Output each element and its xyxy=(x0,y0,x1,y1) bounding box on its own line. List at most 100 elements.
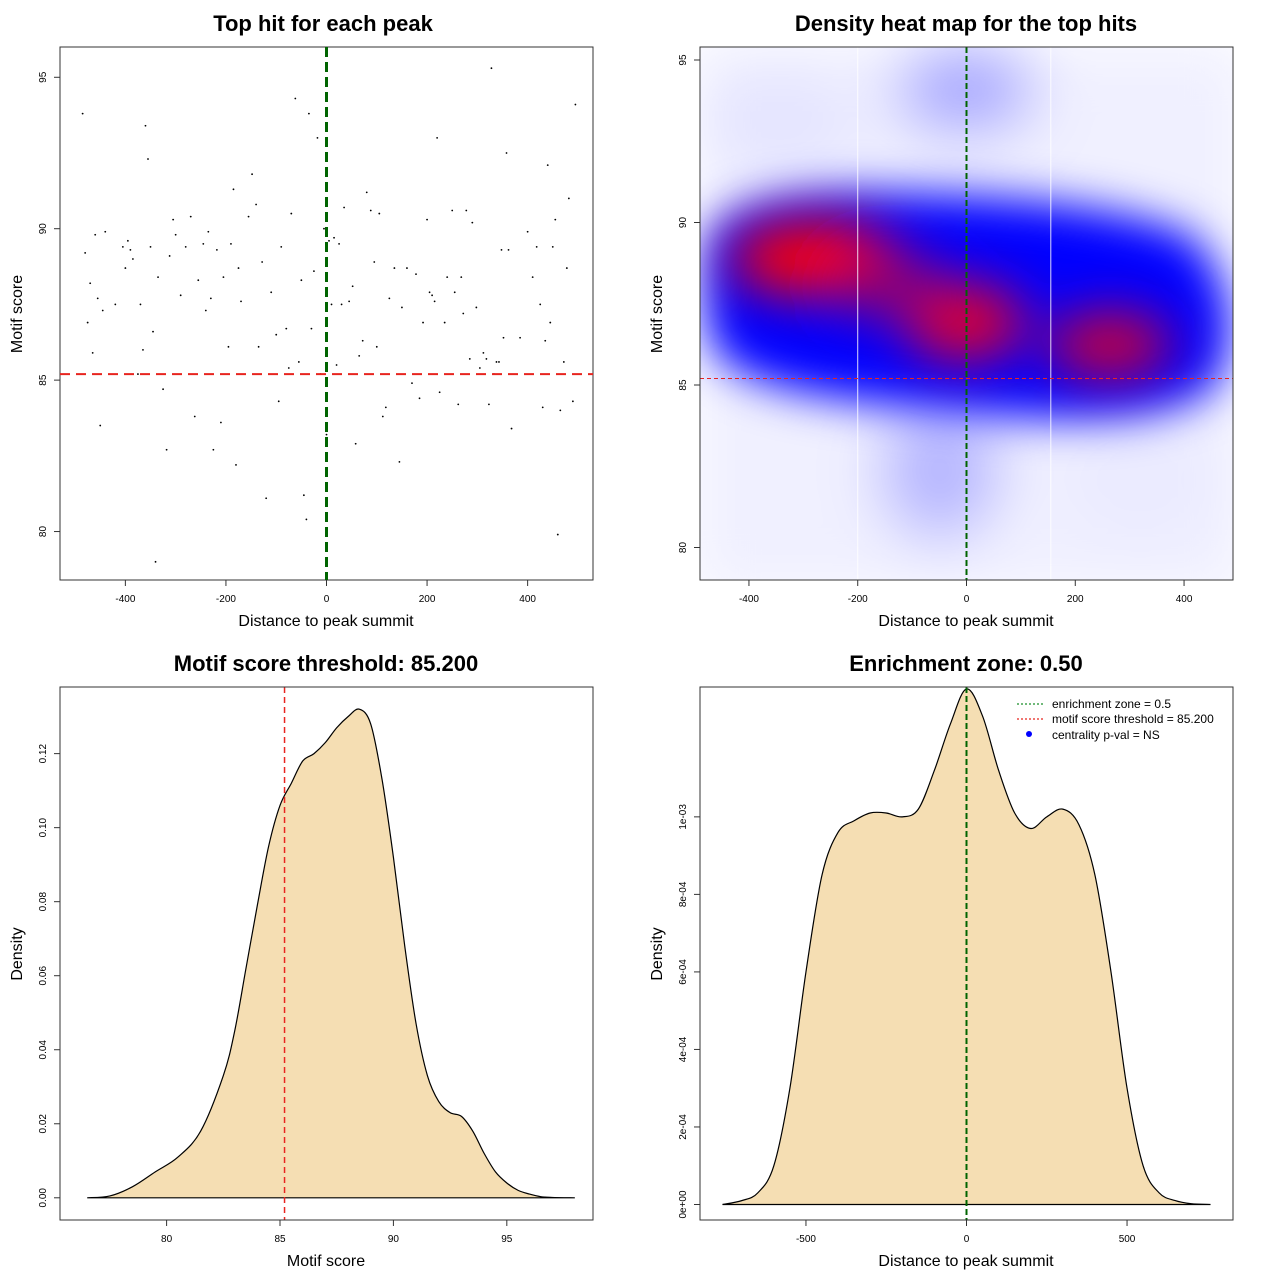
data-point xyxy=(189,215,192,218)
x-tick-label: -500 xyxy=(796,1234,816,1245)
data-point xyxy=(323,227,325,230)
data-point xyxy=(212,448,215,451)
data-point xyxy=(132,258,134,260)
data-point xyxy=(305,518,308,521)
score-density-y-label: Density xyxy=(9,927,26,980)
score-density-x-label: Motif score xyxy=(287,1253,365,1270)
data-point xyxy=(144,124,147,127)
data-point xyxy=(398,460,401,463)
data-point xyxy=(265,497,268,500)
data-point xyxy=(519,336,521,339)
data-point xyxy=(482,351,485,354)
x-tick-label: 200 xyxy=(1067,594,1084,605)
data-point xyxy=(247,215,250,218)
data-point xyxy=(137,373,139,375)
data-point xyxy=(215,249,218,251)
x-tick-label: -200 xyxy=(848,594,868,605)
panel-enrichment: Enrichment zone: 0.50 -500 0 500 0e+00 2e-0… xyxy=(649,651,1234,1270)
data-point xyxy=(255,203,258,206)
y-tick-label: 8e-04 xyxy=(678,881,689,907)
data-point xyxy=(300,279,303,282)
y-tick-label: 4e-04 xyxy=(678,1036,689,1062)
y-tick-label: 90 xyxy=(38,223,49,235)
x-tick-label: 95 xyxy=(501,1234,513,1245)
data-point xyxy=(549,321,552,324)
data-point xyxy=(142,348,144,351)
x-tick-label: 90 xyxy=(388,1234,400,1245)
legend: enrichment zone = 0.5 motif score thresh… xyxy=(1017,697,1214,742)
heatmap-y-axis: 80 85 90 95 xyxy=(678,54,700,553)
score-density-x-axis: 80 85 90 95 xyxy=(161,1220,513,1245)
y-tick-label: 0.00 xyxy=(38,1188,49,1208)
data-point xyxy=(204,309,207,312)
y-tick-label: 85 xyxy=(678,379,689,391)
data-point xyxy=(373,261,376,263)
enrichment-y-axis: 0e+00 2e-04 4e-04 6e-04 8e-04 1e-03 xyxy=(678,804,700,1219)
data-point xyxy=(490,67,493,70)
data-point xyxy=(436,136,439,139)
score-density-y-axis: 0.00 0.02 0.04 0.06 0.08 0.10 0.12 xyxy=(38,743,60,1208)
data-point xyxy=(290,212,293,215)
scatter-points xyxy=(81,67,577,563)
scatter-x-axis: -400 -200 0 200 400 xyxy=(115,580,536,605)
data-point xyxy=(275,333,278,336)
x-tick-label: -200 xyxy=(216,594,236,605)
data-point xyxy=(562,361,565,363)
data-point xyxy=(237,267,240,269)
data-point xyxy=(335,364,338,366)
data-point xyxy=(428,291,431,294)
data-point xyxy=(287,367,290,369)
data-point xyxy=(207,230,210,233)
data-point xyxy=(126,239,129,242)
x-tick-label: -400 xyxy=(115,594,135,605)
data-point xyxy=(325,433,328,436)
data-point xyxy=(535,245,538,248)
x-tick-label: 85 xyxy=(274,1234,286,1245)
data-point xyxy=(495,361,498,363)
data-point xyxy=(251,173,253,176)
score-density-title: Motif score threshold: 85.200 xyxy=(174,651,478,676)
data-point xyxy=(351,285,354,288)
data-point xyxy=(498,361,500,363)
data-point xyxy=(338,242,340,245)
heatmap-title: Density heat map for the top hits xyxy=(795,11,1137,36)
legend-label-pval: centrality p-val = NS xyxy=(1052,728,1160,742)
x-tick-label: 500 xyxy=(1119,1234,1136,1245)
data-point xyxy=(531,276,534,279)
legend-swatch-pval xyxy=(1026,731,1032,737)
score-density-plot-frame xyxy=(59,686,594,1221)
data-point xyxy=(257,345,260,348)
x-tick-label: 0 xyxy=(964,594,970,605)
scatter-y-axis: 80 85 90 95 xyxy=(38,71,60,537)
data-point xyxy=(378,212,381,215)
data-point xyxy=(308,112,310,115)
data-point xyxy=(129,249,132,251)
data-point xyxy=(556,533,559,536)
data-point xyxy=(209,297,212,300)
enrichment-density-curve xyxy=(722,688,1211,1206)
y-tick-label: 0.12 xyxy=(38,743,49,763)
data-point xyxy=(104,230,107,233)
y-tick-label: 6e-04 xyxy=(678,959,689,985)
data-point xyxy=(197,279,200,282)
data-point xyxy=(451,209,454,212)
heatmap-surface xyxy=(700,47,1233,580)
data-point xyxy=(574,103,577,106)
data-point xyxy=(471,221,474,224)
data-point xyxy=(365,191,368,194)
data-point xyxy=(302,494,305,497)
data-point xyxy=(179,294,182,297)
data-point xyxy=(193,415,196,418)
data-point xyxy=(544,339,547,342)
data-point xyxy=(433,300,436,303)
data-point xyxy=(310,327,313,330)
y-tick-label: 0.10 xyxy=(38,817,49,837)
data-point xyxy=(375,345,378,348)
data-point xyxy=(222,276,225,279)
data-point xyxy=(328,239,330,242)
data-point xyxy=(86,321,89,324)
y-tick-label: 2e-04 xyxy=(678,1114,689,1140)
data-point xyxy=(485,358,488,360)
data-point xyxy=(172,218,175,221)
